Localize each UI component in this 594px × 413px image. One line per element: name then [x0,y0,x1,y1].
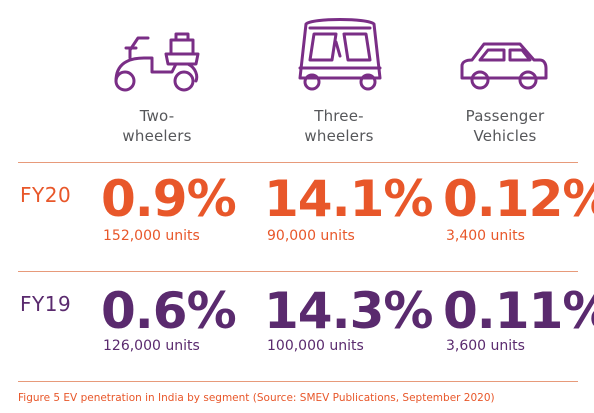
segment-label-line1: Three- [314,107,364,125]
fy19-three-wheelers-units: 100,000 units [267,338,364,354]
segment-label-line2: wheelers [304,127,374,145]
fy19-passenger-vehicles-units: 3,600 units [446,338,525,354]
figure-caption: Figure 5 EV penetration in India by segm… [18,392,495,404]
segment-label-line1: Passenger [465,107,545,125]
divider-bottom [18,381,578,382]
segment-label-line2: Vehicles [473,127,537,145]
fy20-three-wheelers-units: 90,000 units [267,228,355,244]
divider-top [18,162,578,163]
fy20-two-wheelers-pct: 0.9% [101,170,237,228]
fy19-two-wheelers-pct: 0.6% [101,282,237,340]
fy19-two-wheelers-units: 126,000 units [103,338,200,354]
fy20-three-wheelers-pct: 14.1% [264,170,433,228]
fy19-three-wheelers-pct: 14.3% [264,282,433,340]
row-label-fy19: FY19 [20,292,72,316]
segment-label-line2: wheelers [122,127,192,145]
divider-middle [18,271,578,272]
auto-rickshaw-icon [298,18,382,91]
segment-label-two-wheelers: Two- wheelers [82,106,232,146]
segment-label-line1: Two- [139,107,175,125]
fy19-passenger-vehicles-pct: 0.11% [443,282,594,340]
car-icon [460,42,548,90]
scooter-icon [114,32,200,92]
segment-label-three-wheelers: Three- wheelers [264,106,414,146]
fy20-passenger-vehicles-units: 3,400 units [446,228,525,244]
segment-label-passenger-vehicles: Passenger Vehicles [430,106,580,146]
fy20-two-wheelers-units: 152,000 units [103,228,200,244]
fy20-passenger-vehicles-pct: 0.12% [443,170,594,228]
row-label-fy20: FY20 [20,183,72,207]
